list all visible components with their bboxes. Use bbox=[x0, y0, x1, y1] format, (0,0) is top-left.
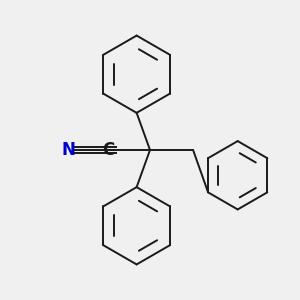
Text: C: C bbox=[102, 141, 115, 159]
Text: N: N bbox=[61, 141, 75, 159]
